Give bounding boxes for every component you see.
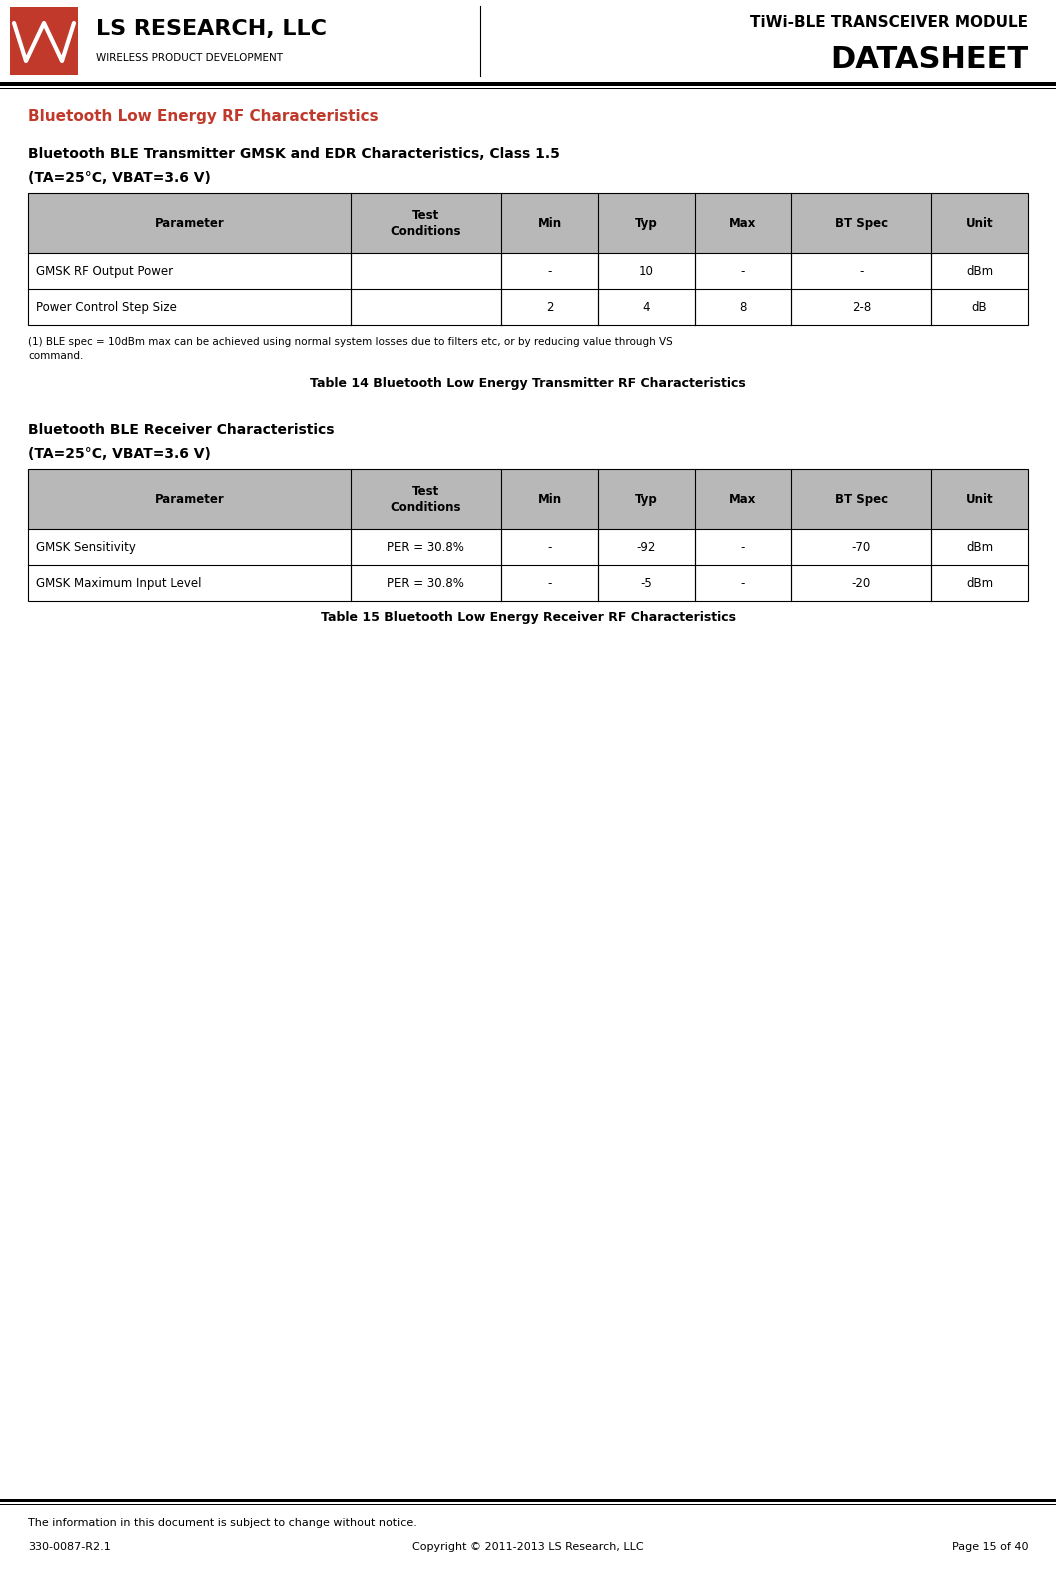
Bar bbox=[29, 194, 1027, 254]
Text: GMSK RF Output Power: GMSK RF Output Power bbox=[36, 265, 173, 277]
Text: BT Spec: BT Spec bbox=[835, 493, 888, 506]
Text: Typ: Typ bbox=[635, 217, 658, 230]
Text: TiWi-BLE TRANSCEIVER MODULE: TiWi-BLE TRANSCEIVER MODULE bbox=[750, 16, 1027, 30]
Text: Power Control Step Size: Power Control Step Size bbox=[36, 301, 176, 314]
Text: -: - bbox=[547, 265, 551, 277]
Bar bbox=[0, 0, 1056, 82]
Bar bbox=[10, 6, 78, 76]
Text: 8: 8 bbox=[739, 301, 747, 314]
Text: -: - bbox=[741, 265, 746, 277]
Text: 10: 10 bbox=[639, 265, 654, 277]
Text: dBm: dBm bbox=[966, 577, 994, 589]
Text: -: - bbox=[860, 265, 864, 277]
Text: dBm: dBm bbox=[966, 541, 994, 553]
Text: Test
Conditions: Test Conditions bbox=[391, 485, 461, 514]
Bar bbox=[29, 470, 1027, 530]
Text: 2: 2 bbox=[546, 301, 553, 314]
Text: Bluetooth BLE Receiver Characteristics: Bluetooth BLE Receiver Characteristics bbox=[29, 424, 335, 437]
Text: BT Spec: BT Spec bbox=[835, 217, 888, 230]
Bar bbox=[29, 194, 1027, 325]
Text: dB: dB bbox=[972, 301, 987, 314]
Text: Max: Max bbox=[730, 493, 757, 506]
Bar bbox=[29, 290, 1027, 325]
Bar bbox=[29, 566, 1027, 600]
Text: -: - bbox=[741, 541, 746, 553]
Text: Table 15 Bluetooth Low Energy Receiver RF Characteristics: Table 15 Bluetooth Low Energy Receiver R… bbox=[321, 611, 735, 624]
Text: Bluetooth BLE Transmitter GMSK and EDR Characteristics, Class 1.5: Bluetooth BLE Transmitter GMSK and EDR C… bbox=[29, 147, 560, 161]
Text: Typ: Typ bbox=[635, 493, 658, 506]
Text: -: - bbox=[547, 577, 551, 589]
Text: Unit: Unit bbox=[966, 493, 994, 506]
Text: (TA=25°C, VBAT=3.6 V): (TA=25°C, VBAT=3.6 V) bbox=[29, 448, 211, 462]
Text: Test
Conditions: Test Conditions bbox=[391, 208, 461, 238]
Bar bbox=[0, 82, 1056, 87]
Text: -: - bbox=[741, 577, 746, 589]
Text: Copyright © 2011-2013 LS Research, LLC: Copyright © 2011-2013 LS Research, LLC bbox=[412, 1541, 644, 1552]
Text: 4: 4 bbox=[642, 301, 650, 314]
Text: (1) BLE spec = 10dBm max can be achieved using normal system losses due to filte: (1) BLE spec = 10dBm max can be achieved… bbox=[29, 337, 673, 361]
Text: 2-8: 2-8 bbox=[852, 301, 871, 314]
Text: -70: -70 bbox=[852, 541, 871, 553]
Bar bbox=[0, 1499, 1056, 1502]
Text: dBm: dBm bbox=[966, 265, 994, 277]
Bar bbox=[29, 530, 1027, 566]
Text: Unit: Unit bbox=[966, 217, 994, 230]
Bar bbox=[29, 470, 1027, 600]
Text: GMSK Sensitivity: GMSK Sensitivity bbox=[36, 541, 136, 553]
Text: -92: -92 bbox=[637, 541, 656, 553]
Text: 330-0087-R2.1: 330-0087-R2.1 bbox=[29, 1541, 111, 1552]
Text: Parameter: Parameter bbox=[154, 493, 224, 506]
Text: Table 14 Bluetooth Low Energy Transmitter RF Characteristics: Table 14 Bluetooth Low Energy Transmitte… bbox=[310, 377, 746, 391]
Text: Min: Min bbox=[538, 217, 562, 230]
Text: PER = 30.8%: PER = 30.8% bbox=[388, 577, 465, 589]
Text: Page 15 of 40: Page 15 of 40 bbox=[951, 1541, 1027, 1552]
Text: LS RESEARCH, LLC: LS RESEARCH, LLC bbox=[96, 19, 327, 39]
Text: PER = 30.8%: PER = 30.8% bbox=[388, 541, 465, 553]
Text: -5: -5 bbox=[640, 577, 653, 589]
Text: Min: Min bbox=[538, 493, 562, 506]
Text: Max: Max bbox=[730, 217, 757, 230]
Text: (TA=25°C, VBAT=3.6 V): (TA=25°C, VBAT=3.6 V) bbox=[29, 172, 211, 186]
Text: Bluetooth Low Energy RF Characteristics: Bluetooth Low Energy RF Characteristics bbox=[29, 109, 379, 125]
Text: GMSK Maximum Input Level: GMSK Maximum Input Level bbox=[36, 577, 202, 589]
Text: -20: -20 bbox=[852, 577, 871, 589]
Text: DATASHEET: DATASHEET bbox=[830, 44, 1027, 74]
Bar bbox=[29, 254, 1027, 290]
Text: The information in this document is subject to change without notice.: The information in this document is subj… bbox=[29, 1518, 417, 1529]
Text: WIRELESS PRODUCT DEVELOPMENT: WIRELESS PRODUCT DEVELOPMENT bbox=[96, 54, 283, 63]
Text: -: - bbox=[547, 541, 551, 553]
Text: Parameter: Parameter bbox=[154, 217, 224, 230]
